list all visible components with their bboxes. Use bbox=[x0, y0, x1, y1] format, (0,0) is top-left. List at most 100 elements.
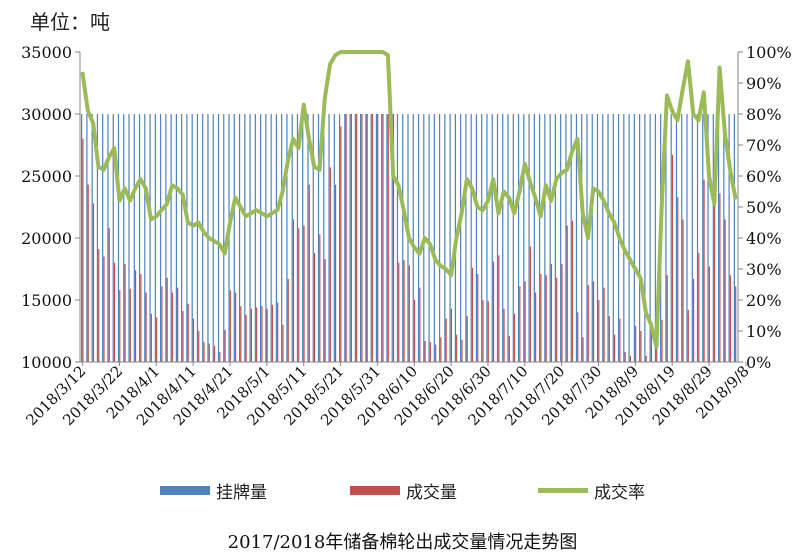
bar-volume bbox=[313, 252, 316, 362]
bar-volume bbox=[156, 317, 158, 362]
bar-listing bbox=[596, 114, 599, 362]
bar-volume bbox=[392, 114, 395, 362]
bar-volume bbox=[398, 262, 400, 362]
bar-volume bbox=[303, 225, 305, 362]
bar-volume bbox=[213, 345, 216, 362]
bar-listing bbox=[286, 114, 288, 362]
bar-volume bbox=[429, 342, 431, 362]
bar-volume bbox=[229, 290, 231, 362]
bar-volume bbox=[345, 114, 347, 362]
bar-volume bbox=[735, 286, 737, 362]
bar-volume bbox=[477, 273, 479, 362]
bar-volume bbox=[408, 265, 410, 362]
bar-volume bbox=[461, 339, 463, 362]
bar-volume bbox=[608, 316, 610, 362]
bar-volume bbox=[319, 234, 321, 362]
bar-volume bbox=[403, 260, 405, 362]
bar-volume bbox=[324, 259, 326, 362]
bar-volume bbox=[413, 300, 416, 362]
bar-volume bbox=[250, 308, 252, 362]
chart-svg: 10000 15000 20000 25000 30000 35000 0% 10% 20% 30… bbox=[21, 43, 792, 429]
bar-listing bbox=[223, 114, 225, 362]
plot-area: 10000 15000 20000 25000 30000 35000 0% 10% 20% 30… bbox=[21, 43, 792, 429]
bar-volume bbox=[619, 318, 621, 362]
legend-swatch-listing bbox=[160, 486, 210, 495]
bar-listing bbox=[370, 114, 372, 362]
bar-listing bbox=[470, 114, 472, 362]
bar-listing bbox=[212, 114, 214, 362]
bar-volume bbox=[161, 286, 163, 362]
bar-volume bbox=[550, 264, 553, 362]
bar-volume bbox=[150, 313, 152, 362]
chart-title: 2017/2018年储备棉轮出成交量情况走势图 bbox=[227, 532, 578, 553]
legend-label-listing: 挂牌量 bbox=[216, 483, 267, 503]
bar-listing bbox=[633, 114, 635, 362]
bar-volume bbox=[192, 318, 195, 362]
legend-label-volume: 成交量 bbox=[406, 483, 457, 503]
bar-volume bbox=[456, 334, 458, 362]
bar-listing bbox=[428, 114, 430, 362]
bar-listing bbox=[159, 114, 162, 362]
legend-item-volume: 成交量 bbox=[350, 478, 457, 503]
bar-listing bbox=[296, 114, 299, 362]
bar-volume bbox=[513, 313, 516, 362]
bar-listing bbox=[117, 114, 120, 362]
bar-volume bbox=[256, 307, 258, 362]
bar-volume bbox=[266, 308, 268, 362]
bar-listing bbox=[344, 114, 346, 362]
y-right-tick-label: 0% bbox=[746, 353, 771, 372]
bar-listing bbox=[175, 114, 177, 362]
bar-volume bbox=[556, 277, 558, 362]
bar-volume bbox=[219, 352, 221, 362]
bar-volume bbox=[119, 290, 121, 362]
y-right-tick-label: 70% bbox=[746, 136, 782, 155]
bar-volume bbox=[440, 337, 442, 362]
bar-volume bbox=[387, 114, 389, 362]
unit-label: 单位：吨 bbox=[30, 10, 110, 34]
bar-listing bbox=[365, 114, 367, 362]
bar-volume bbox=[487, 301, 489, 362]
bar-listing bbox=[254, 114, 256, 362]
bar-listing bbox=[665, 114, 667, 362]
bar-listing bbox=[639, 114, 641, 362]
bar-volume bbox=[566, 225, 568, 362]
bar-volume bbox=[529, 246, 531, 362]
bar-volume bbox=[524, 281, 526, 362]
bar-listing bbox=[396, 114, 399, 362]
bar-volume bbox=[466, 316, 468, 362]
bar-listing bbox=[628, 114, 630, 362]
bar-volume bbox=[371, 114, 374, 362]
bar-volume bbox=[419, 287, 421, 362]
bar-volume bbox=[103, 256, 105, 362]
bar-listing bbox=[265, 114, 267, 362]
bar-volume bbox=[87, 184, 89, 362]
bar-volume bbox=[308, 184, 310, 362]
bar-listing bbox=[591, 114, 593, 362]
bar-volume bbox=[203, 342, 205, 362]
bar-listing bbox=[391, 114, 393, 362]
bar-volume bbox=[535, 292, 537, 362]
bar-listing bbox=[270, 114, 272, 362]
bar-listing bbox=[196, 114, 199, 362]
bar-volume bbox=[571, 220, 574, 362]
bar-listing bbox=[570, 114, 572, 362]
bar-volume bbox=[245, 314, 247, 362]
bar-volume bbox=[92, 203, 95, 362]
bar-listing bbox=[349, 114, 351, 362]
y-left-tick-label: 15000 bbox=[21, 291, 72, 310]
bar-listing bbox=[554, 114, 556, 362]
bar-listing bbox=[386, 114, 388, 362]
bar-listing bbox=[260, 114, 262, 362]
bar-listing bbox=[460, 114, 462, 362]
y-right-tick-label: 50% bbox=[746, 198, 782, 217]
y-right-tick-label: 20% bbox=[746, 291, 782, 310]
bar-listing bbox=[323, 114, 325, 362]
bar-volume bbox=[108, 228, 110, 362]
bar-listing bbox=[675, 114, 678, 362]
bar-listing bbox=[733, 114, 735, 362]
bar-listing bbox=[375, 114, 378, 362]
y-left-tick-label: 35000 bbox=[21, 43, 72, 62]
bar-listing bbox=[717, 114, 720, 362]
bar-listing bbox=[696, 114, 699, 362]
bar-listing bbox=[202, 114, 204, 362]
